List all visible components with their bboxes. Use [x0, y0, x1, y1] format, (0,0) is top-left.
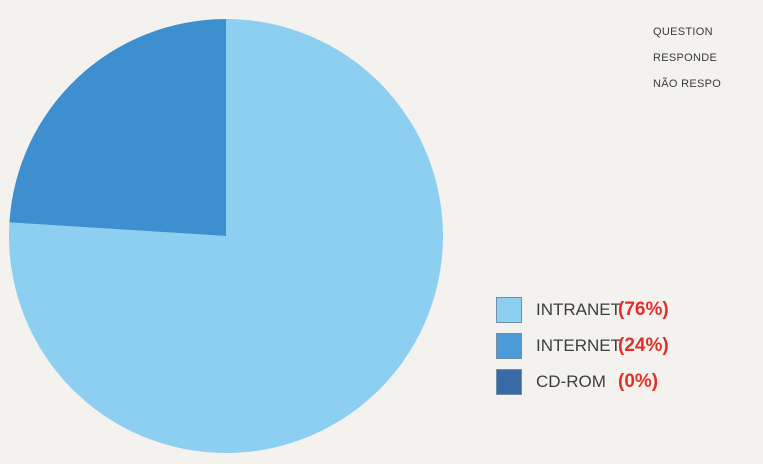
legend-swatch-intranet	[496, 297, 522, 323]
legend-swatch-internet	[496, 333, 522, 359]
legend-swatch-cdrom	[496, 369, 522, 395]
legend-percent-cdrom: (0%)	[618, 371, 659, 392]
legend-item-internet: INTERNET (24%)	[496, 328, 763, 364]
notes-list: QUESTION RESPONDE NÃO RESPO	[653, 22, 763, 100]
chart-legend: INTRANET (76%) INTERNET (24%) CD-ROM (0%…	[496, 292, 763, 400]
note-questionnaire: QUESTION	[653, 26, 713, 38]
legend-percent-intranet: (76%)	[618, 299, 669, 320]
legend-percent-internet: (24%)	[618, 335, 669, 356]
pie-slice-intranet	[8, 19, 444, 453]
legend-label-intranet: INTRANET	[536, 300, 621, 319]
note-not-responded: NÃO RESPO	[653, 78, 722, 90]
legend-item-cdrom: CD-ROM (0%)	[496, 364, 763, 400]
note-responded: RESPONDE	[653, 52, 718, 64]
legend-label-internet: INTERNET	[536, 336, 621, 355]
pie-chart	[8, 19, 444, 453]
pie-slice-internet	[9, 19, 227, 236]
legend-item-intranet: INTRANET (76%)	[496, 292, 763, 328]
legend-label-cdrom: CD-ROM	[536, 372, 606, 391]
